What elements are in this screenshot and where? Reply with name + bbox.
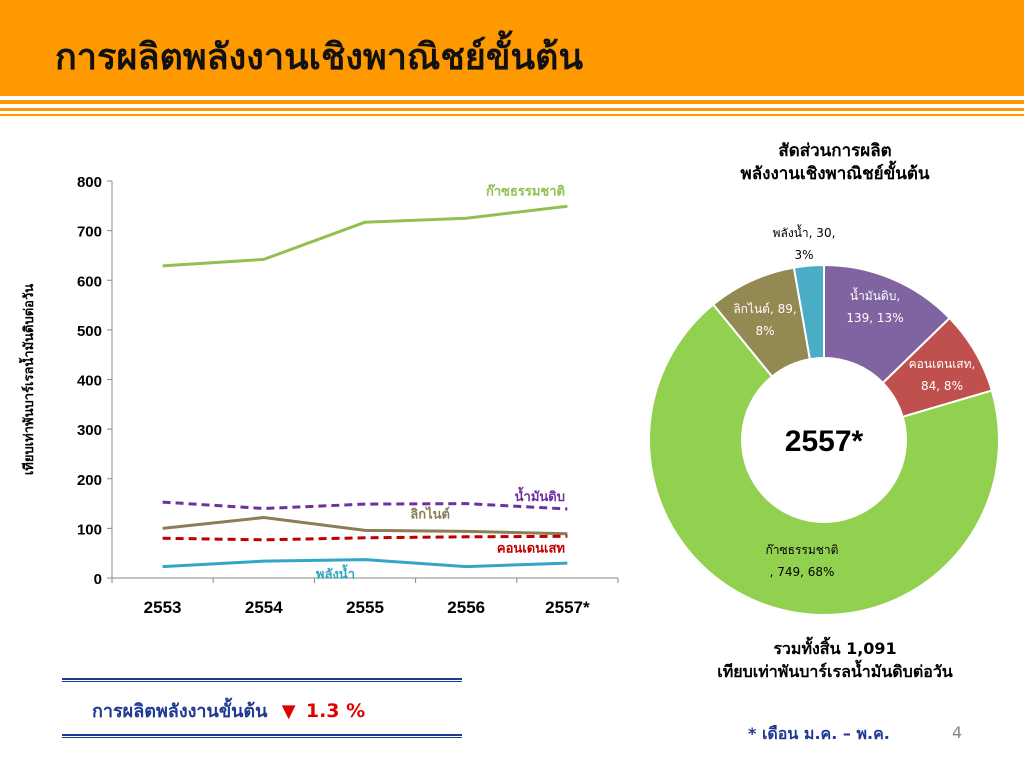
slice-label: พลังน้ำ, 30, 3% [773,224,836,262]
pie-total-line-2: เทียบเท่าพันบาร์เรลน้ำมันดิบต่อวัน [717,662,953,681]
series-line [162,204,568,268]
x-tick-label: 2553 [144,598,182,617]
slice-label: น้ำมันดิบ, 139, 13% [846,287,903,325]
y-tick-label: 500 [77,323,102,340]
down-arrow-icon: ▼ [281,701,296,722]
summary-value: 1.3 % [305,700,366,722]
y-tick-label: 700 [77,224,102,241]
series-label: ลิกไนต์ [410,505,450,522]
donut-chart: น้ำมันดิบ, 139, 13%คอนเดนเสท, 84, 8% ก๊าซธร… [648,224,1000,616]
header-rule-2 [0,108,1024,111]
x-tick-label: 2555 [346,598,384,617]
y-tick-label: 400 [77,373,102,390]
slice-label: ก๊าซธรรมชาติ, 749, 68% [766,543,839,579]
slice-label: คอนเดนเสท, 84, 8% [909,357,976,393]
pie-title-line-2: พลังงานเชิงพาณิชย์ขั้นต้น [740,164,930,184]
summary-box: การผลิตพลังงานขั้นต้น ▼ 1.3 % [62,678,462,738]
summary-rule-bottom [62,734,462,738]
footnote: * เดือน ม.ค. – พ.ค. [748,724,890,743]
summary-text: การผลิตพลังงานขั้นต้น ▼ 1.3 % [92,696,365,725]
summary-rule-top [62,678,462,682]
series-label: พลังน้ำ [316,564,355,583]
pie-chart-title: สัดส่วนการผลิต พลังงานเชิงพาณิชย์ขั้นต้น [640,140,1024,186]
series-line [162,500,568,511]
series-line [162,534,568,542]
y-axis-label: เทียบเท่าพันบาร์เรลน้ำมันดิบต่อวัน [18,284,37,475]
y-tick-label: 100 [77,521,102,538]
header-rule-1 [0,100,1024,104]
page-title: การผลิตพลังงานเชิงพาณิชย์ขั้นต้น [55,37,584,78]
y-tick-label: 600 [77,273,102,290]
pie-total: รวมทั้งสิ้น 1,091 เทียบเท่าพันบาร์เรลน้ำ… [640,637,1024,683]
header-bar: การผลิตพลังงานเชิงพาณิชย์ขั้นต้น [0,0,1024,96]
y-tick-label: 800 [77,174,102,191]
series-line [162,558,568,569]
summary-label: การผลิตพลังงานขั้นต้น [92,701,268,722]
y-tick-label: 200 [77,472,102,489]
x-tick-label: 2557* [545,598,590,617]
donut-center-label: 2557* [785,425,864,458]
y-tick-label: 300 [77,422,102,439]
series-line [162,516,568,536]
donut-slice [648,303,1000,616]
series-label: น้ำมันดิบ [515,486,565,505]
x-tick-label: 2554 [245,598,283,617]
page-number: 4 [952,723,963,742]
header-rule-3 [0,114,1024,116]
y-tick-label: 0 [94,571,102,588]
donut-slice [792,263,825,361]
series-label: คอนเดนเสท [497,541,565,556]
pie-total-line-1: รวมทั้งสิ้น 1,091 [773,639,897,658]
slice-label: ลิกไนต์, 89, 8% [733,302,796,338]
pie-title-line-1: สัดส่วนการผลิต [778,141,892,161]
x-tick-label: 2556 [447,598,485,617]
line-chart: 0 100 200 300 400 500 600 700 800 2553 2554 2555 255… [18,174,619,617]
series-label: ก๊าซธรรมชาติ [486,184,565,199]
